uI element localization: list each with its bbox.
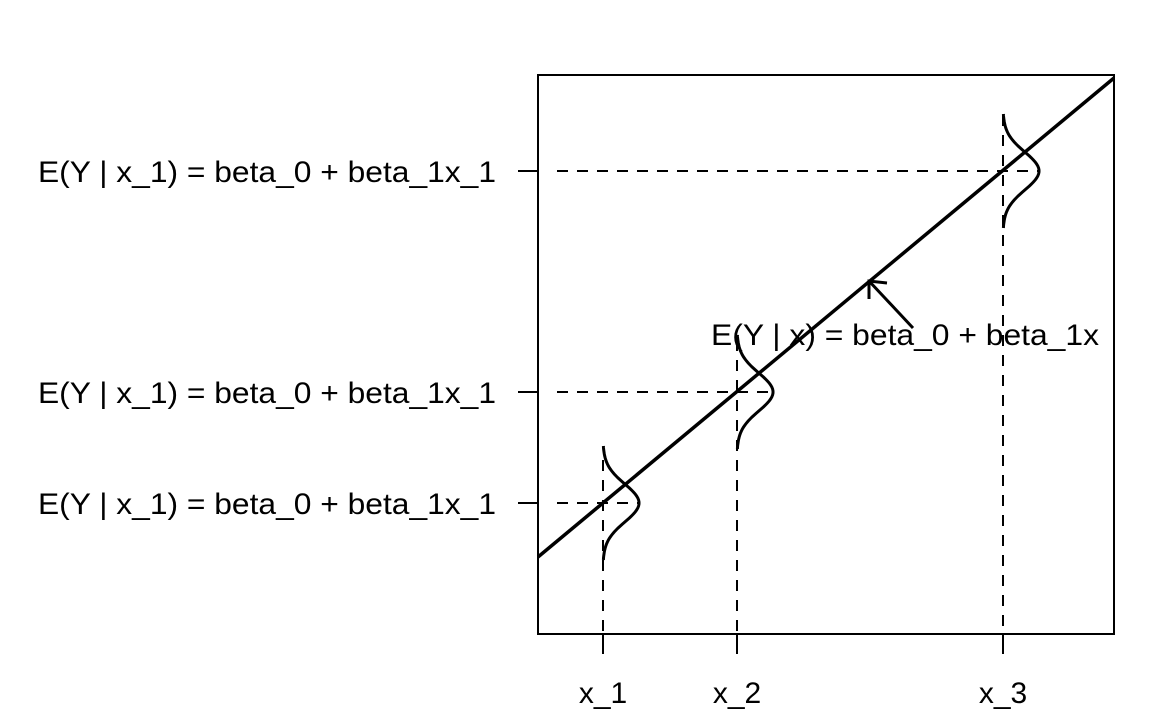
x-tick-label-3: x_3 [979,677,1027,710]
x-axis-ticks [602,634,1004,654]
density-curve-3 [1001,113,1041,229]
line-annotation-arrow [867,279,915,330]
y-tick-label-2: E(Y | x_1) = beta_0 + beta_1x_1 [38,377,496,410]
y-tick-label-1: E(Y | x_1) = beta_0 + beta_1x_1 [38,488,496,521]
regression-line-label: E(Y | x) = beta_0 + beta_1x [711,319,1099,352]
plot-frame [537,74,1115,635]
y-tick-label-3: E(Y | x_1) = beta_0 + beta_1x_1 [38,156,496,189]
density-curve-2 [735,334,775,450]
regression-line [536,76,1116,559]
density-curves [601,113,1041,561]
x-tick-label-1: x_1 [579,677,627,710]
horizontal-guides [557,170,1038,504]
y-axis-ticks [518,170,538,504]
x-tick-label-2: x_2 [713,677,761,710]
density-curve-1 [601,445,641,561]
vertical-guides [602,115,1004,634]
